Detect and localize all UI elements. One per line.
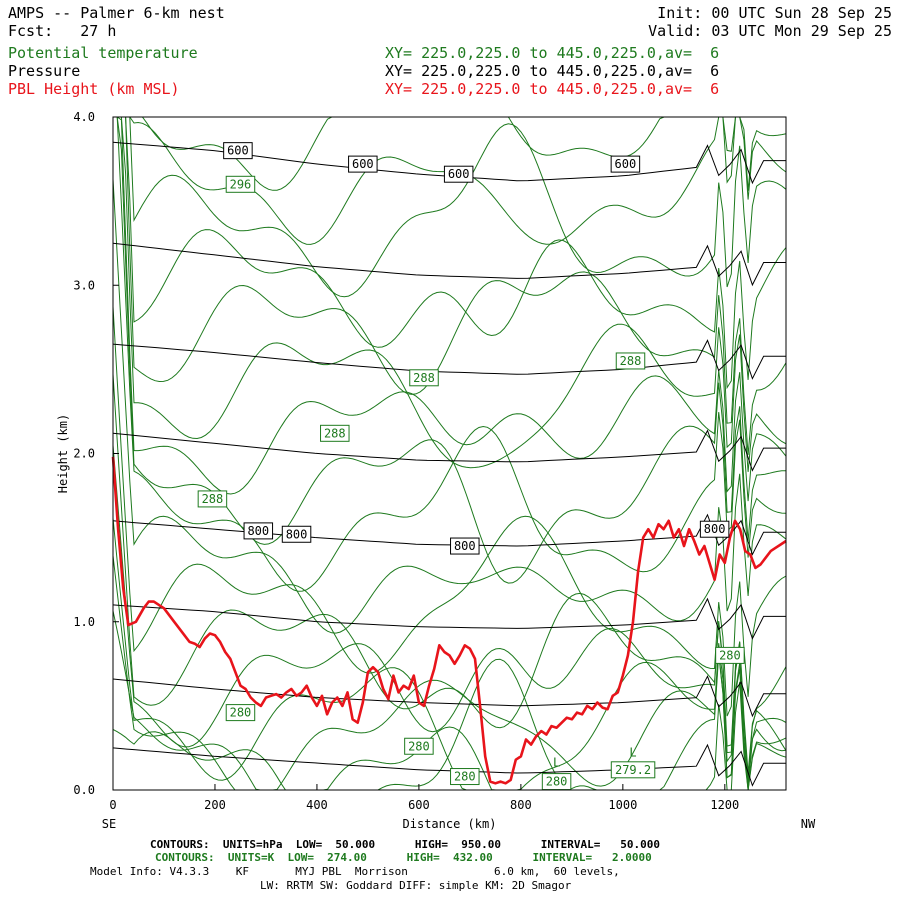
theta-label-box: [715, 646, 745, 664]
theta-contour: [113, 116, 787, 472]
theta-label-box: [225, 704, 256, 722]
theta-contour: [112, 610, 787, 791]
x-tick-label: 600: [408, 798, 430, 812]
pressure-label: 800: [286, 527, 308, 541]
theta-contour: [113, 116, 787, 390]
y-tick-label: 4.0: [73, 110, 95, 124]
y-axis-label: Height (km): [56, 414, 70, 493]
chart-title: AMPS -- Palmer 6-km nest: [8, 4, 225, 22]
field-theta-xy: XY= 225.0,225.0 to 445.0,225.0,av= 6: [385, 44, 720, 62]
theta-label-box: [197, 490, 228, 508]
theta-label: 280: [454, 770, 476, 784]
pressure-contour-800: [112, 513, 786, 556]
footer-pressure-contours: CONTOURS: UNITS=hPa LOW= 50.000 HIGH= 95…: [150, 838, 660, 851]
pressure-label-box: [443, 165, 474, 183]
contour-labels: 600 600 600 600 800 800 800 800 296 288 288 288 288 2…: [197, 142, 745, 791]
theta-label: 288: [202, 492, 224, 506]
pressure-label: 600: [615, 157, 637, 171]
pressure-label: 800: [704, 522, 726, 536]
field-pbl-name: PBL Height (km MSL): [8, 80, 180, 98]
pressure-label: 600: [448, 167, 470, 181]
x-tick-label: 200: [204, 798, 226, 812]
x-tick-label: 1200: [710, 798, 739, 812]
theta-contour: [113, 116, 787, 592]
theta-label-box: [615, 352, 646, 370]
theta-label: 288: [413, 371, 435, 385]
theta-label: 288: [324, 426, 346, 440]
cross-section-chart: 600 600 600 600 800 800 800 800 296 288 288 288 288 2…: [56, 110, 816, 831]
theta-label: 296: [230, 177, 252, 191]
theta-label: 288: [620, 354, 642, 368]
y-tick-label: 3.0: [73, 278, 95, 292]
y-tick-label: 0.0: [73, 783, 95, 797]
pressure-contour-950: [112, 743, 786, 787]
theta-label: 279.2: [615, 763, 651, 777]
pressure-contour-850: [112, 597, 786, 640]
pressure-label-box: [243, 522, 274, 540]
theta-contour: [112, 306, 787, 717]
theta-label-box: [225, 175, 256, 193]
theta-contour: [112, 445, 787, 785]
theta-label: 280: [408, 739, 430, 753]
pressure-label-box: [699, 520, 730, 538]
left-end-label: SE: [102, 817, 116, 831]
footer-physics-info: LW: RRTM SW: Goddard DIFF: simple KM: 2D…: [260, 879, 572, 892]
theta-label: 280: [546, 775, 568, 789]
valid-time: Valid: 03 UTC Mon 29 Sep 25: [648, 22, 892, 40]
pressure-contours: [112, 141, 786, 787]
low-marker: L: [629, 745, 636, 759]
field-pressure-xy: XY= 225.0,225.0 to 445.0,225.0,av= 6: [385, 62, 720, 80]
theta-contour: [113, 116, 786, 584]
pbl-height-series: [111, 456, 787, 785]
theta-label: 280: [230, 706, 252, 720]
pressure-contour-650: [112, 242, 786, 287]
pressure-label-box: [610, 155, 641, 173]
pressure-contour-700: [112, 339, 786, 380]
pressure-label-box: [450, 537, 480, 555]
theta-contour: [113, 116, 787, 298]
theta-label-box: [320, 424, 350, 442]
pressure-label-box: [281, 525, 312, 543]
theta-label: 280: [719, 648, 741, 662]
x-axis-label: Distance (km): [403, 817, 497, 831]
pressure-label: 600: [352, 157, 374, 171]
theta-contour: [112, 518, 787, 791]
pbl-height-line: [111, 456, 787, 785]
y-tick-label: 1.0: [73, 615, 95, 629]
pressure-contour-750: [112, 429, 786, 472]
theta-label-box: [610, 761, 656, 779]
pressure-label: 600: [227, 144, 249, 158]
field-theta-name: Potential temperature: [8, 44, 198, 62]
footer-theta-contours: CONTOURS: UNITS=K LOW= 274.00 HIGH= 432.…: [155, 851, 652, 864]
theta-contour: [113, 116, 787, 455]
pressure-contour-900: [112, 675, 786, 718]
x-tick-label: 400: [306, 798, 328, 812]
field-pressure-name: Pressure: [8, 62, 81, 80]
footer-model-info: Model Info: V4.3.3 KF MYJ PBL Morrison 6…: [90, 865, 620, 878]
pressure-label-box: [348, 155, 378, 173]
x-tick-label: 0: [109, 798, 116, 812]
theta-contour: [112, 374, 787, 779]
theta-contour: [112, 179, 787, 634]
theta-label-box: [409, 369, 439, 387]
field-pbl-xy: XY= 225.0,225.0 to 445.0,225.0,av= 6: [385, 80, 720, 98]
x-tick-label: 800: [510, 798, 532, 812]
pressure-label: 800: [454, 539, 476, 553]
theta-label-box: [450, 768, 480, 786]
y-tick-label: 2.0: [73, 447, 95, 461]
x-tick-label: 1000: [608, 798, 637, 812]
theta-label-box: [404, 737, 434, 755]
low-marker: L: [553, 755, 560, 769]
pressure-label: 800: [247, 524, 269, 538]
pressure-label-box: [223, 142, 253, 160]
theta-contour: [112, 555, 787, 791]
axes: 0.0 1.0 2.0 3.0 4.0 0 200 400 600 800 1000 1200: [73, 110, 739, 812]
forecast-hour: Fcst: 27 h: [8, 22, 117, 40]
right-end-label: NW: [801, 817, 816, 831]
init-time: Init: 00 UTC Sun 28 Sep 25: [657, 4, 892, 22]
